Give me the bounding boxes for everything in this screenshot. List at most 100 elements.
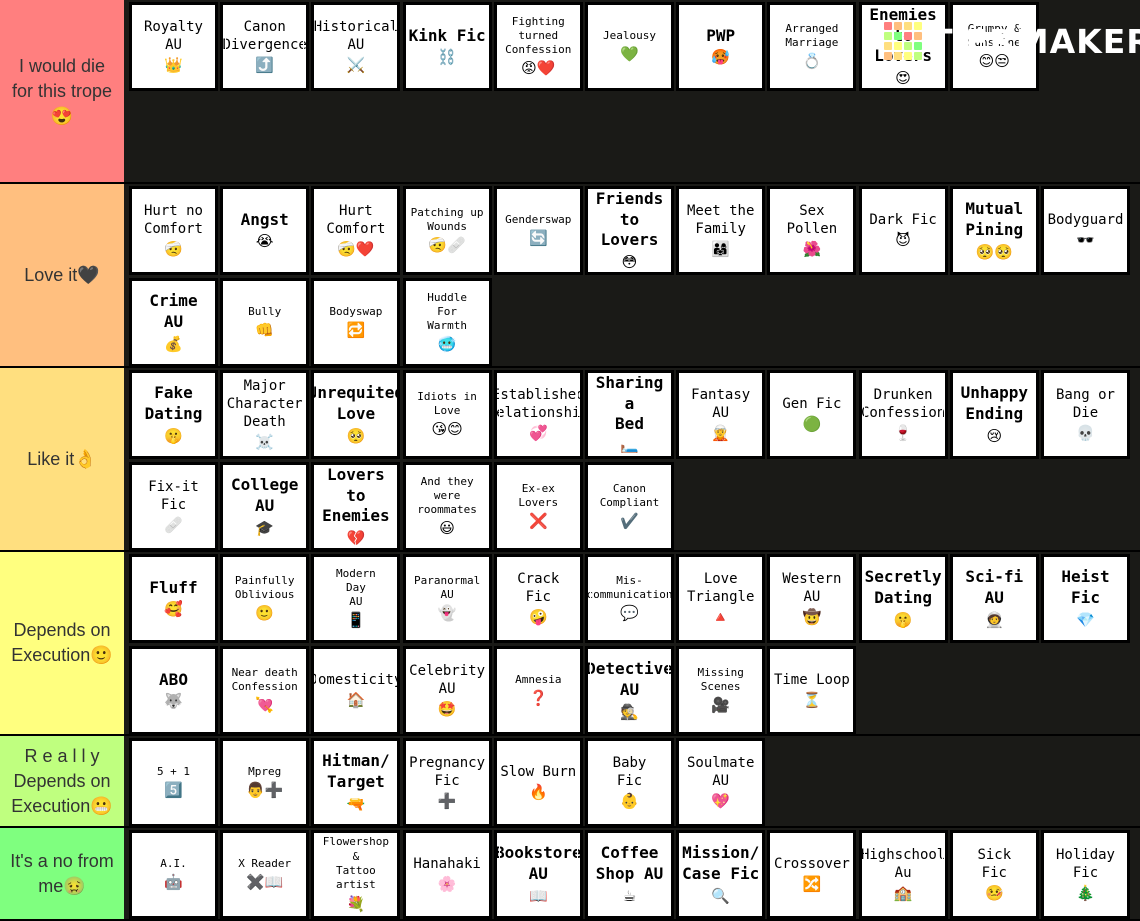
trope-tile[interactable]: Soulmate AU 💖: [676, 738, 766, 827]
trope-tile[interactable]: Near death Confession 💘: [220, 646, 310, 735]
trope-tile[interactable]: Unrequited Love 🥺: [311, 370, 401, 459]
trope-tile[interactable]: Celebrity AU 🤩: [402, 646, 492, 735]
trope-tile[interactable]: Unhappy Ending 😢: [949, 370, 1039, 459]
tier-items-area[interactable]: A.I. 🤖 X Reader ✖️📖 Flowershop & Tattoo arti…: [126, 828, 1140, 919]
trope-tile[interactable]: Canon Divergence ⤴️: [220, 2, 310, 91]
tier-label[interactable]: Love it🖤: [0, 184, 124, 366]
trope-tile[interactable]: Hanahaki 🌸: [402, 830, 492, 919]
trope-tile[interactable]: Fluff 🥰: [129, 554, 218, 643]
trope-tile[interactable]: Hitman/ Target 🔫: [311, 738, 401, 827]
logo-text: TiERMAKER: [930, 21, 1140, 61]
trope-tile[interactable]: Mutual Pining 🥺🥺: [949, 186, 1039, 275]
trope-emoji-icon: 😃: [439, 519, 455, 538]
trope-tile[interactable]: Established Relationship 💞: [493, 370, 583, 459]
tier-label[interactable]: It's a no from me🤢: [0, 828, 124, 919]
trope-tile[interactable]: Modern Day AU 📱: [311, 554, 401, 643]
trope-label: Genderswap: [505, 212, 572, 226]
trope-tile[interactable]: Domesticity 🏠: [311, 646, 401, 735]
trope-tile[interactable]: Sharing a Bed 🛏️: [585, 370, 674, 459]
trope-tile[interactable]: Fake Dating 🤫: [129, 370, 218, 459]
trope-tile[interactable]: Canon Compliant ✔️: [585, 462, 674, 551]
trope-tile[interactable]: PWP 🥵: [676, 2, 766, 91]
trope-tile[interactable]: Crossover 🔀: [767, 830, 857, 919]
trope-tile[interactable]: Arranged Marriage 💍: [767, 2, 857, 91]
trope-tile[interactable]: Angst 😭: [220, 186, 310, 275]
trope-tile[interactable]: Mpreg 👨➕: [220, 738, 310, 827]
trope-tile[interactable]: Paranormal AU 👻: [402, 554, 492, 643]
trope-label: Coffee Shop AU: [595, 843, 664, 883]
trope-tile[interactable]: Historical AU ⚔️: [311, 2, 401, 91]
trope-tile[interactable]: College AU 🎓: [220, 462, 310, 551]
tier-label[interactable]: I would die for this trope 😍: [0, 0, 124, 182]
trope-label: Idiots in Love: [417, 389, 477, 417]
trope-tile[interactable]: Bully 👊: [220, 278, 310, 367]
tier-items-area[interactable]: 5 + 1 5️⃣ Mpreg 👨➕ Hitman/ Target 🔫 Pregnancy …: [126, 736, 1140, 827]
trope-tile[interactable]: Ex-ex Lovers ❌: [493, 462, 583, 551]
trope-tile[interactable]: Gen Fic 🟢: [767, 370, 857, 459]
trope-tile[interactable]: Love Triangle 🔺: [676, 554, 766, 643]
trope-tile[interactable]: Meet the Family 👨‍👩‍👧: [676, 186, 766, 275]
trope-tile[interactable]: Royalty AU 👑: [129, 2, 218, 91]
trope-tile[interactable]: Flowershop & Tattoo artist 💐: [311, 830, 401, 919]
trope-tile[interactable]: Sick Fic 🤒: [949, 830, 1039, 919]
trope-tile[interactable]: Sex Pollen 🌺: [767, 186, 857, 275]
trope-tile[interactable]: Bang or Die 💀: [1041, 370, 1130, 459]
trope-tile[interactable]: Detective AU 🕵️: [585, 646, 674, 735]
trope-tile[interactable]: Jealousy 💚: [585, 2, 674, 91]
trope-tile[interactable]: Pregnancy Fic ➕: [402, 738, 492, 827]
trope-tile[interactable]: Huddle For Warmth 🥶: [402, 278, 492, 367]
tier-label[interactable]: Like it👌: [0, 368, 124, 550]
tier-items-area[interactable]: Fluff 🥰 Painfully Oblivious 🙂 Modern Day AU 📱…: [126, 552, 1140, 735]
trope-tile[interactable]: Bookstore AU 📖: [493, 830, 583, 919]
trope-tile[interactable]: X Reader ✖️📖: [220, 830, 310, 919]
trope-tile[interactable]: Time Loop ⏳: [767, 646, 857, 735]
trope-tile[interactable]: Fix-it Fic 🩹: [129, 462, 218, 551]
trope-tile[interactable]: Secretly Dating 🤫: [858, 554, 948, 643]
trope-label: Ex-ex Lovers: [518, 481, 559, 509]
trope-tile[interactable]: Genderswap 🔄: [493, 186, 583, 275]
tier-items-area[interactable]: Hurt no Comfort 🤕 Angst 😭 Hurt Comfort 🤕❤️ Pat…: [126, 184, 1140, 367]
trope-tile[interactable]: Mis- communication 💬: [585, 554, 674, 643]
trope-tile[interactable]: Enemies to Lovers 😍: [858, 2, 948, 91]
trope-tile[interactable]: Kink Fic ⛓️: [402, 2, 492, 91]
trope-emoji-icon: 🩹: [164, 516, 183, 535]
trope-tile[interactable]: Western AU 🤠: [767, 554, 857, 643]
trope-tile[interactable]: Heist Fic 💎: [1041, 554, 1130, 643]
trope-tile[interactable]: ABO 🐺: [129, 646, 218, 735]
trope-tile[interactable]: Grumpy & Sunshine 😊😒: [949, 2, 1039, 91]
trope-tile[interactable]: Sci-fi AU 🧑‍🚀: [949, 554, 1039, 643]
trope-tile[interactable]: Bodyswap 🔁: [311, 278, 401, 367]
trope-tile[interactable]: Dark Fic 😈: [858, 186, 948, 275]
trope-tile[interactable]: Hurt no Comfort 🤕: [129, 186, 218, 275]
tier-label[interactable]: Depends on Execution🙂: [0, 552, 124, 734]
trope-tile[interactable]: Fantasy AU 🧝: [676, 370, 766, 459]
trope-tile[interactable]: Friends to Lovers 😳: [585, 186, 674, 275]
trope-emoji-icon: 🔀: [802, 875, 822, 894]
trope-tile[interactable]: Missing Scenes 🎥: [676, 646, 766, 735]
trope-tile[interactable]: Highschool Au 🏫: [858, 830, 948, 919]
trope-tile[interactable]: And they were roommates 😃: [402, 462, 492, 551]
tier-items-area[interactable]: Fake Dating 🤫 Major Character Death ☠️ Unreq…: [126, 368, 1140, 551]
trope-tile[interactable]: Fighting turned Confession 😡❤️: [493, 2, 583, 91]
tier-label[interactable]: R e a l l y Depends on Execution😬: [0, 736, 124, 826]
trope-tile[interactable]: Painfully Oblivious 🙂: [220, 554, 310, 643]
trope-tile[interactable]: A.I. 🤖: [129, 830, 218, 919]
trope-tile[interactable]: Patching up Wounds 🤕🩹: [402, 186, 492, 275]
trope-label: College AU: [230, 475, 299, 515]
trope-tile[interactable]: Lovers to Enemies 💔: [311, 462, 401, 551]
trope-tile[interactable]: Drunken Confession 🍷: [858, 370, 948, 459]
trope-tile[interactable]: Crime AU 💰: [129, 278, 218, 367]
trope-tile[interactable]: Amnesia ❓: [493, 646, 583, 735]
trope-tile[interactable]: Holiday Fic 🎄: [1041, 830, 1130, 919]
trope-tile[interactable]: Coffee Shop AU ☕: [585, 830, 674, 919]
trope-tile[interactable]: Baby Fic 👶: [585, 738, 674, 827]
trope-tile[interactable]: Mission/ Case Fic 🔍: [676, 830, 766, 919]
trope-tile[interactable]: 5 + 1 5️⃣: [129, 738, 218, 827]
trope-tile[interactable]: Hurt Comfort 🤕❤️: [311, 186, 401, 275]
trope-tile[interactable]: Idiots in Love 😘😊: [402, 370, 492, 459]
trope-tile[interactable]: Bodyguard 🕶️: [1041, 186, 1130, 275]
tier-items-area[interactable]: Royalty AU 👑 Canon Divergence ⤴️ Historical …: [126, 0, 1140, 182]
trope-tile[interactable]: Slow Burn 🔥: [493, 738, 583, 827]
trope-tile[interactable]: Major Character Death ☠️: [220, 370, 310, 459]
trope-tile[interactable]: Crack Fic 🤪: [493, 554, 583, 643]
